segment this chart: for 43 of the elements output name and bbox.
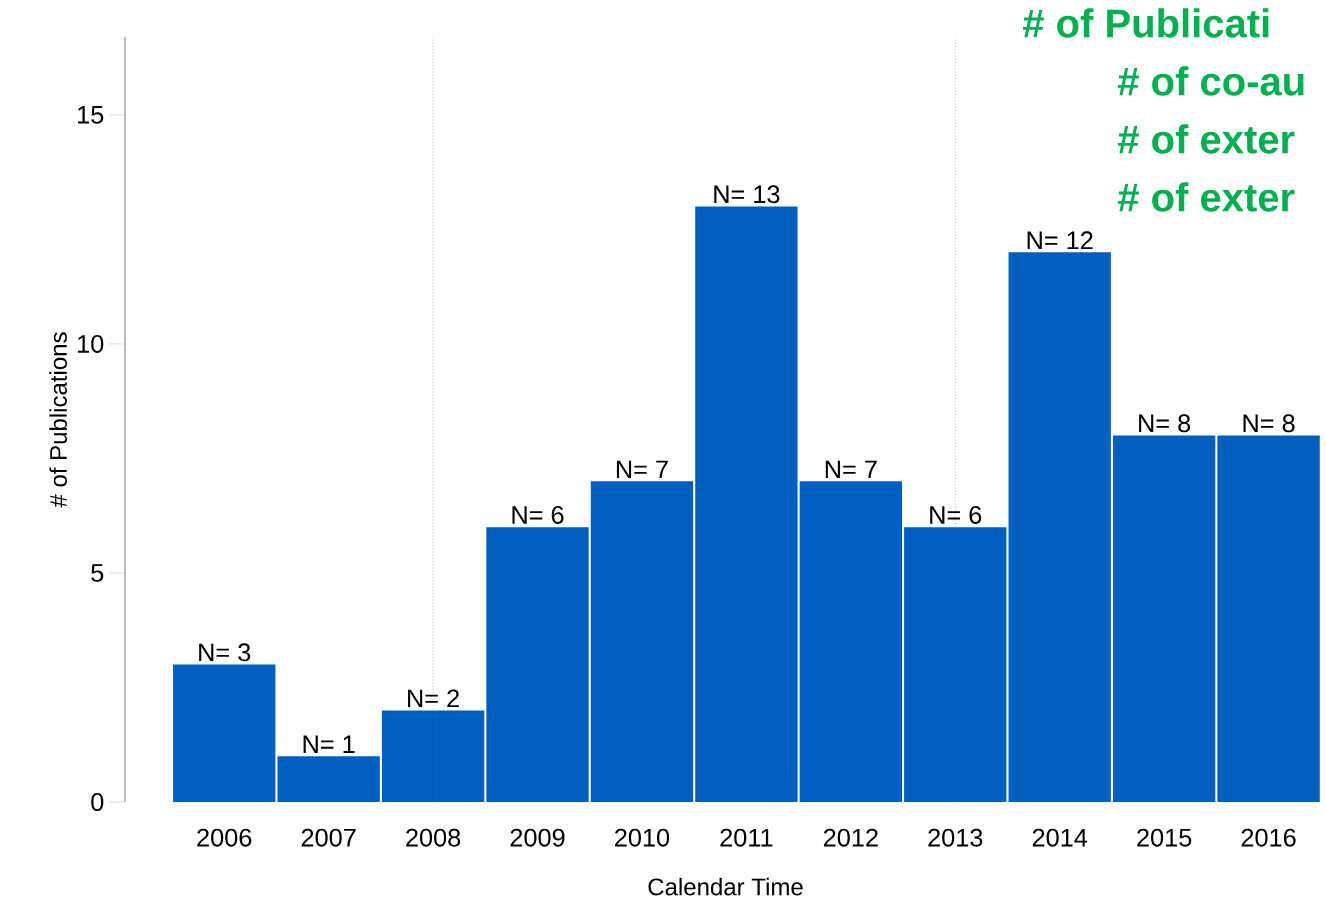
y-axis-title: # of Publications (49, 332, 67, 508)
data-label: N= 8 (1243, 414, 1295, 433)
y-tick-label: 0 (91, 793, 104, 811)
data-label: N= 6 (930, 505, 982, 524)
bar (695, 206, 798, 802)
bar (173, 664, 276, 802)
y-tick-label: 5 (91, 564, 104, 582)
x-tick-label: 2009 (510, 828, 565, 847)
data-label: N= 2 (408, 689, 459, 708)
bar (1112, 435, 1216, 802)
x-tick-label: 2006 (197, 828, 252, 847)
data-label: N= 6 (512, 505, 564, 524)
data-label: N= 13 (714, 185, 780, 204)
x-tick-label: 2012 (823, 828, 878, 847)
annotation: # of Publicati (1022, 8, 1269, 38)
bar (1008, 252, 1111, 802)
data-label: N= 12 (1027, 231, 1093, 250)
bar (277, 756, 380, 802)
annotation: # of exter (1117, 182, 1295, 212)
x-tick-label: 2011 (720, 828, 773, 847)
bar (486, 527, 589, 802)
y-tick-label: 10 (78, 334, 104, 353)
bar (590, 481, 694, 802)
x-tick-label: 2010 (615, 828, 670, 847)
data-label: N= 7 (825, 460, 877, 479)
x-tick-label: 2013 (928, 828, 983, 847)
x-tick-label: 2015 (1137, 828, 1192, 847)
bar (1217, 435, 1320, 802)
x-tick-label: 2008 (406, 828, 461, 847)
x-axis-title: Calendar Time (648, 877, 803, 896)
data-label: N= 3 (199, 643, 251, 662)
data-label: N= 1 (303, 735, 355, 753)
annotation: # of co-au (1117, 66, 1304, 96)
y-tick-label: 15 (78, 106, 104, 124)
bar (381, 710, 485, 802)
x-tick-label: 2014 (1032, 828, 1088, 847)
x-tick-label: 2016 (1241, 828, 1296, 847)
data-label: N= 7 (616, 460, 668, 479)
bar (904, 527, 1007, 802)
x-tick-label: 2007 (301, 828, 356, 847)
bar (799, 481, 903, 802)
data-label: N= 8 (1139, 414, 1191, 433)
annotation: # of exter (1117, 124, 1295, 154)
